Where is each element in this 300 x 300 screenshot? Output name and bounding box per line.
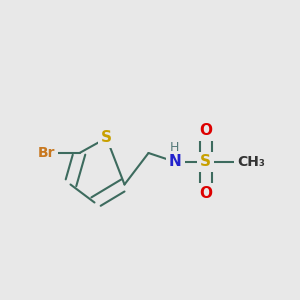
Text: O: O	[199, 186, 212, 201]
Text: S: S	[101, 130, 112, 146]
Text: CH₃: CH₃	[237, 155, 265, 169]
Text: S: S	[200, 154, 211, 169]
Text: Br: Br	[38, 146, 55, 160]
Text: O: O	[199, 123, 212, 138]
Text: H: H	[169, 141, 179, 154]
Text: N: N	[169, 154, 182, 169]
